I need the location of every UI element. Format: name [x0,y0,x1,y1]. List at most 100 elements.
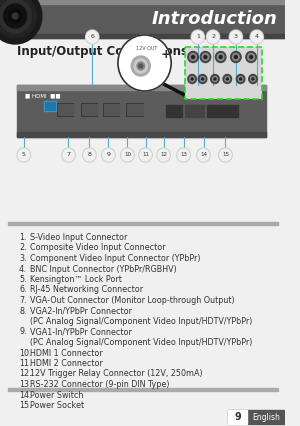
Bar [58,104,73,115]
Circle shape [103,149,114,161]
Bar [167,105,182,117]
Circle shape [202,54,209,60]
Circle shape [214,78,216,80]
Circle shape [204,55,207,58]
Text: 12.: 12. [19,369,31,378]
Circle shape [238,77,243,81]
Text: VGA-Out Connector (Monitor Loop-through Output): VGA-Out Connector (Monitor Loop-through … [30,296,235,305]
Bar [44,101,56,111]
Text: 9.: 9. [19,328,27,337]
Circle shape [85,30,99,44]
Bar [8,388,278,391]
Circle shape [83,148,96,162]
Circle shape [190,54,196,60]
Circle shape [139,148,152,162]
Bar [185,105,205,117]
Circle shape [63,149,74,161]
Bar [184,47,262,99]
Circle shape [250,77,255,81]
Text: Composite Video Input Connector: Composite Video Input Connector [30,244,166,253]
Circle shape [197,148,210,162]
Circle shape [200,52,211,63]
Circle shape [157,148,170,162]
Circle shape [0,0,32,33]
Circle shape [207,31,219,43]
Text: RS-232 Connector (9-pin DIN Type): RS-232 Connector (9-pin DIN Type) [30,380,170,389]
Text: 3.: 3. [19,254,26,263]
Circle shape [122,149,133,161]
Circle shape [191,30,205,44]
Text: Power Switch: Power Switch [30,391,84,400]
Text: 10: 10 [124,153,131,158]
Bar [8,222,278,225]
Circle shape [232,54,239,60]
Circle shape [234,55,237,58]
Circle shape [192,55,194,58]
Bar [103,103,120,117]
Circle shape [229,30,242,44]
Text: 14: 14 [200,153,207,158]
Text: ■ HDMI  ■■: ■ HDMI ■■ [25,93,60,98]
Text: 6: 6 [90,35,94,40]
Text: Input/Output Connections: Input/Output Connections [17,46,188,58]
Text: English: English [252,412,280,421]
Bar [0,400,285,426]
Circle shape [84,149,95,161]
Text: 2.: 2. [19,244,27,253]
Text: 5.: 5. [19,275,27,284]
Text: 12V Trigger Relay Connector (12V, 250mA): 12V Trigger Relay Connector (12V, 250mA) [30,369,203,378]
Circle shape [198,149,209,161]
Text: 5: 5 [22,153,26,158]
Circle shape [0,0,36,38]
Bar [0,0,285,4]
Text: 8.: 8. [19,306,26,316]
Circle shape [240,78,242,80]
Circle shape [18,149,29,161]
Circle shape [17,148,30,162]
Circle shape [250,30,263,44]
Circle shape [62,148,75,162]
Circle shape [200,77,205,81]
Text: HDMI 1 Connector: HDMI 1 Connector [30,348,103,357]
Bar [127,103,144,117]
Circle shape [202,78,203,80]
Text: 7.: 7. [19,296,27,305]
Circle shape [248,54,254,60]
Circle shape [137,62,145,70]
Circle shape [246,52,256,63]
Bar [45,102,55,110]
Text: 11: 11 [142,153,149,158]
Text: S-Video Input Connector: S-Video Input Connector [30,233,128,242]
Text: (PC Analog Signal/Component Video Input/HDTV/YPbPr): (PC Analog Signal/Component Video Input/… [30,338,253,347]
Bar [104,104,119,115]
Text: VGA2-In/YPbPr Connector: VGA2-In/YPbPr Connector [30,306,132,316]
Text: VGA1-In/YPbPr Connector: VGA1-In/YPbPr Connector [30,328,132,337]
Text: 6.: 6. [19,285,26,294]
Text: 11.: 11. [19,359,31,368]
Text: 8: 8 [88,153,91,158]
Text: 12: 12 [160,153,167,158]
Bar [128,104,143,115]
Text: 15.: 15. [19,401,31,410]
Circle shape [140,149,151,161]
Circle shape [252,78,254,80]
Circle shape [118,35,171,91]
Bar [0,34,285,38]
Bar [0,0,285,38]
Text: 13.: 13. [19,380,31,389]
Circle shape [249,75,257,83]
Circle shape [191,78,193,80]
Bar [224,105,238,117]
Circle shape [226,78,228,80]
Text: 1.: 1. [19,233,26,242]
Text: 10.: 10. [19,348,31,357]
Circle shape [231,52,241,63]
Text: 4: 4 [255,35,259,40]
Circle shape [217,54,224,60]
Text: 9: 9 [106,153,110,158]
Circle shape [225,77,230,81]
Text: Kensington™ Lock Port: Kensington™ Lock Port [30,275,122,284]
Circle shape [250,55,253,58]
Circle shape [139,64,143,68]
Circle shape [9,9,22,23]
